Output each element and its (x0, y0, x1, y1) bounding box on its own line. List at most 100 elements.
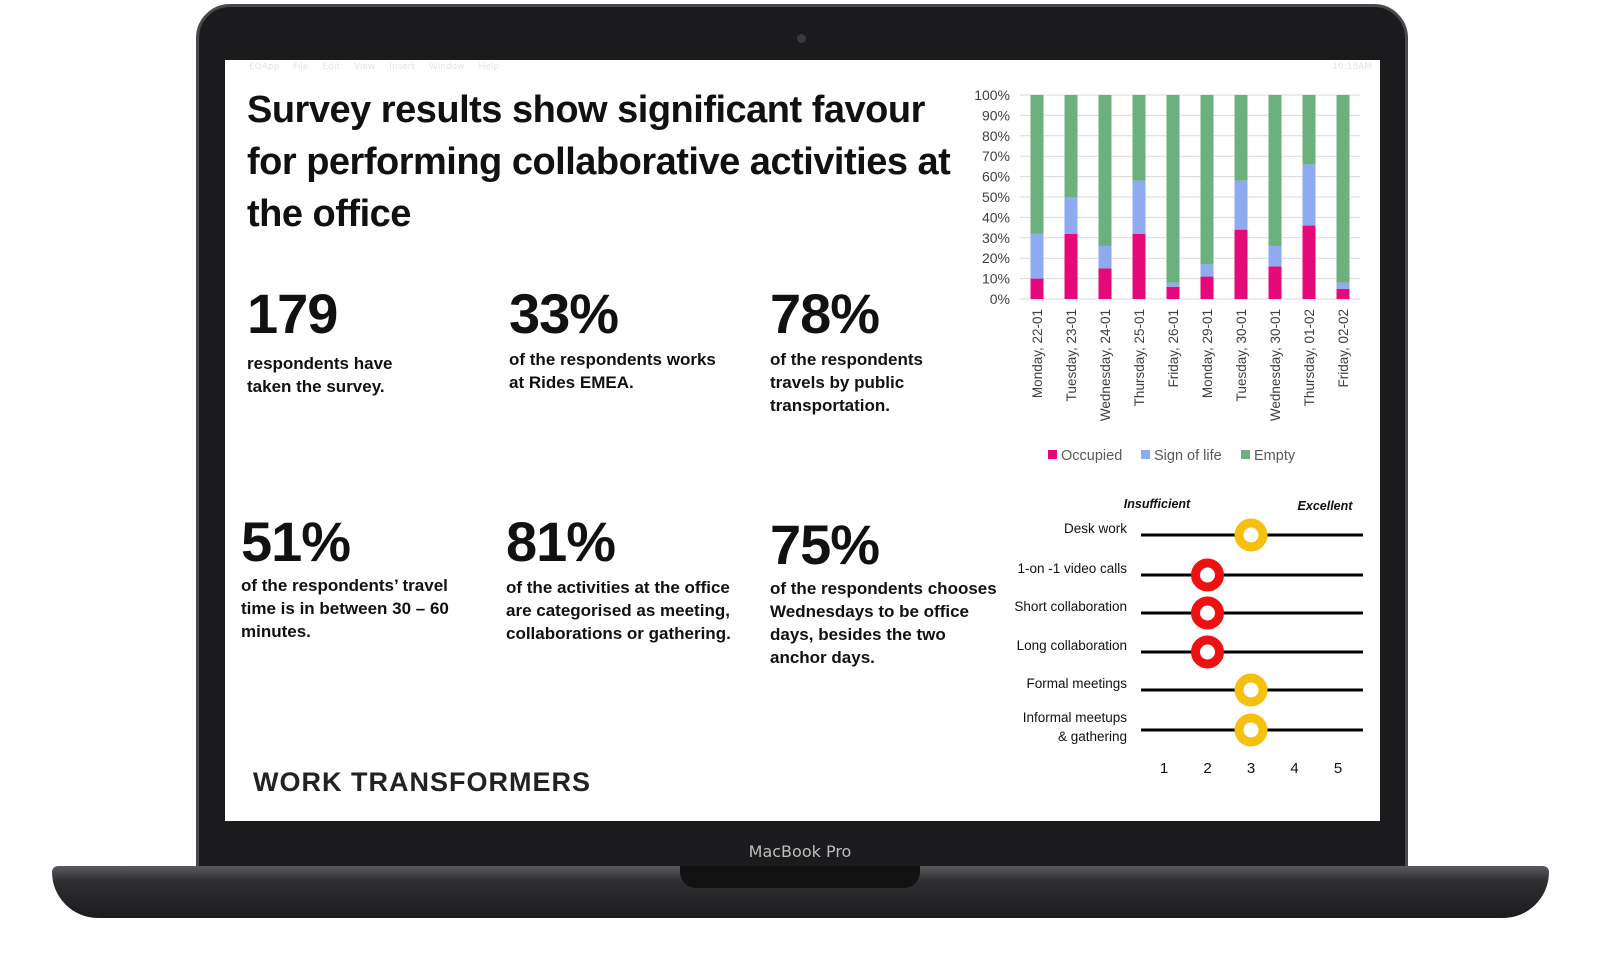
x-tick-label: 2 (1203, 760, 1211, 777)
scale-high-label: Excellent (1298, 499, 1354, 513)
legend-label: Sign of life (1154, 448, 1222, 464)
camera-icon (797, 34, 806, 43)
x-tick-label: Friday, 26-01 (1166, 309, 1181, 388)
rating-label: Informal meetups (1023, 710, 1128, 725)
y-tick-label: 100% (974, 87, 1010, 103)
stat-text: of the activities at the office are cate… (506, 578, 731, 643)
rating-dot (1191, 558, 1224, 592)
rating-dot (1191, 596, 1224, 630)
menubar-menus[interactable]: EQApp File Edit View Insert Window Help (235, 62, 513, 72)
rating-dot (1234, 713, 1268, 747)
x-tick-label: Wednesday, 24-01 (1098, 309, 1113, 421)
x-tick-label: Tuesday, 30-01 (1234, 309, 1249, 401)
x-tick-label: Monday, 29-01 (1200, 309, 1215, 398)
menubar-item[interactable]: Insert (389, 62, 416, 72)
stat-text: of the respondents works at Rides EMEA. (509, 350, 716, 392)
rating-label: Desk work (1064, 521, 1127, 536)
bar-sign-of-life (1098, 245, 1112, 269)
stat-wednesdays: 75% of the respondents chooses Wednesday… (770, 515, 1010, 669)
bar-occupied (1030, 278, 1044, 299)
screen: EQApp File Edit View Insert Window Help 10:18A… (225, 60, 1380, 821)
bar-occupied (1302, 225, 1316, 299)
y-tick-label: 80% (982, 128, 1010, 144)
rating-dot (1234, 673, 1268, 707)
bar-sign-of-life (1064, 197, 1078, 234)
legend-swatch (1241, 450, 1250, 459)
stat-text: respondents have taken the survey. (247, 354, 393, 396)
menubar-item[interactable]: File (293, 62, 309, 72)
bar-sign-of-life (1200, 264, 1214, 277)
y-tick-label: 60% (982, 169, 1010, 185)
stat-travel-time: 51% of the respondents’ travel time is i… (241, 512, 481, 643)
footer-brand: WORK TRANSFORMERS (253, 767, 591, 797)
rating-label: Long collaboration (1017, 638, 1127, 653)
legend-swatch (1048, 450, 1057, 459)
stat-public-transport: 78% of the respondents travels by public… (770, 284, 970, 417)
bar-sign-of-life (1166, 282, 1180, 287)
bar-empty (1166, 95, 1180, 283)
x-tick-label: Friday, 02-02 (1336, 309, 1351, 388)
legend-swatch (1141, 450, 1150, 459)
menubar-item[interactable]: Window (429, 62, 465, 72)
stat-value: 81% (506, 510, 616, 573)
bar-occupied (1268, 266, 1282, 299)
legend-label: Empty (1254, 448, 1296, 464)
bar-empty (1030, 95, 1044, 234)
rating-label: Formal meetings (1026, 676, 1127, 691)
x-tick-label: 3 (1247, 760, 1255, 777)
y-tick-label: 20% (982, 250, 1010, 266)
bar-sign-of-life (1030, 233, 1044, 279)
rating-dot (1191, 635, 1224, 669)
stat-text: of the respondents travels by public tra… (770, 350, 924, 415)
bar-empty (1132, 95, 1146, 181)
rating-label: Short collaboration (1014, 599, 1127, 614)
y-tick-label: 90% (982, 107, 1010, 123)
stat-value: 51% (241, 510, 351, 573)
bar-occupied (1234, 229, 1248, 299)
bar-empty (1268, 95, 1282, 246)
scale-low-label: Insufficient (1124, 497, 1191, 511)
bar-occupied (1098, 268, 1112, 299)
x-tick-label: Wednesday, 30-01 (1268, 309, 1283, 421)
menubar-item[interactable]: View (353, 62, 376, 72)
y-tick-label: 40% (982, 209, 1010, 225)
bar-empty (1336, 95, 1350, 283)
bar-empty (1200, 95, 1214, 265)
bar-empty (1098, 95, 1112, 246)
bar-empty (1234, 95, 1248, 181)
x-tick-label: Thursday, 25-01 (1132, 309, 1147, 406)
occupancy-bar-chart: 100% 90% 80% 70% 60% 50% 40% 30% 20% 10% 0% Monday,… (974, 87, 1363, 777)
menubar-item[interactable]: Help (478, 62, 500, 72)
stat-text: of the respondents chooses Wednesdays to… (770, 579, 997, 667)
x-tick-label: 1 (1160, 760, 1168, 777)
legend-label: Occupied (1061, 448, 1122, 464)
x-tick-label: Thursday, 01-02 (1302, 309, 1317, 406)
y-tick-label: 10% (982, 271, 1010, 287)
stat-rides-emea: 33% of the respondents works at Rides EM… (509, 284, 739, 394)
bar-sign-of-life (1268, 245, 1282, 267)
bar-occupied (1200, 276, 1214, 299)
rating-label: 1-on -1 video calls (1017, 561, 1127, 576)
bar-empty (1302, 95, 1316, 165)
y-tick-label: 0% (990, 291, 1010, 307)
stat-value: 179 (247, 282, 338, 345)
x-tick-label: 5 (1334, 760, 1342, 777)
stat-value: 33% (509, 282, 619, 345)
x-tick-label: Monday, 22-01 (1030, 309, 1045, 398)
menubar-item[interactable]: EQApp (249, 62, 280, 72)
stat-respondents: 179 respondents have taken the survey. (247, 284, 467, 398)
device-label: MacBook Pro (748, 842, 852, 861)
menubar: EQApp File Edit View Insert Window Help 10:18A… (225, 60, 1380, 76)
laptop-notch (680, 866, 920, 888)
stat-activities: 81% of the activities at the office are … (506, 512, 756, 645)
menubar-clock: 10:18AM (1332, 62, 1372, 72)
bar-occupied (1336, 288, 1350, 299)
bar-occupied (1064, 233, 1078, 299)
menubar-item[interactable]: Edit (322, 62, 340, 72)
bar-occupied (1132, 233, 1146, 299)
y-tick-label: 50% (982, 189, 1010, 205)
bar-sign-of-life (1132, 180, 1146, 234)
y-tick-label: 70% (982, 148, 1010, 164)
bar-sign-of-life (1336, 282, 1350, 289)
rating-dot (1234, 518, 1268, 552)
